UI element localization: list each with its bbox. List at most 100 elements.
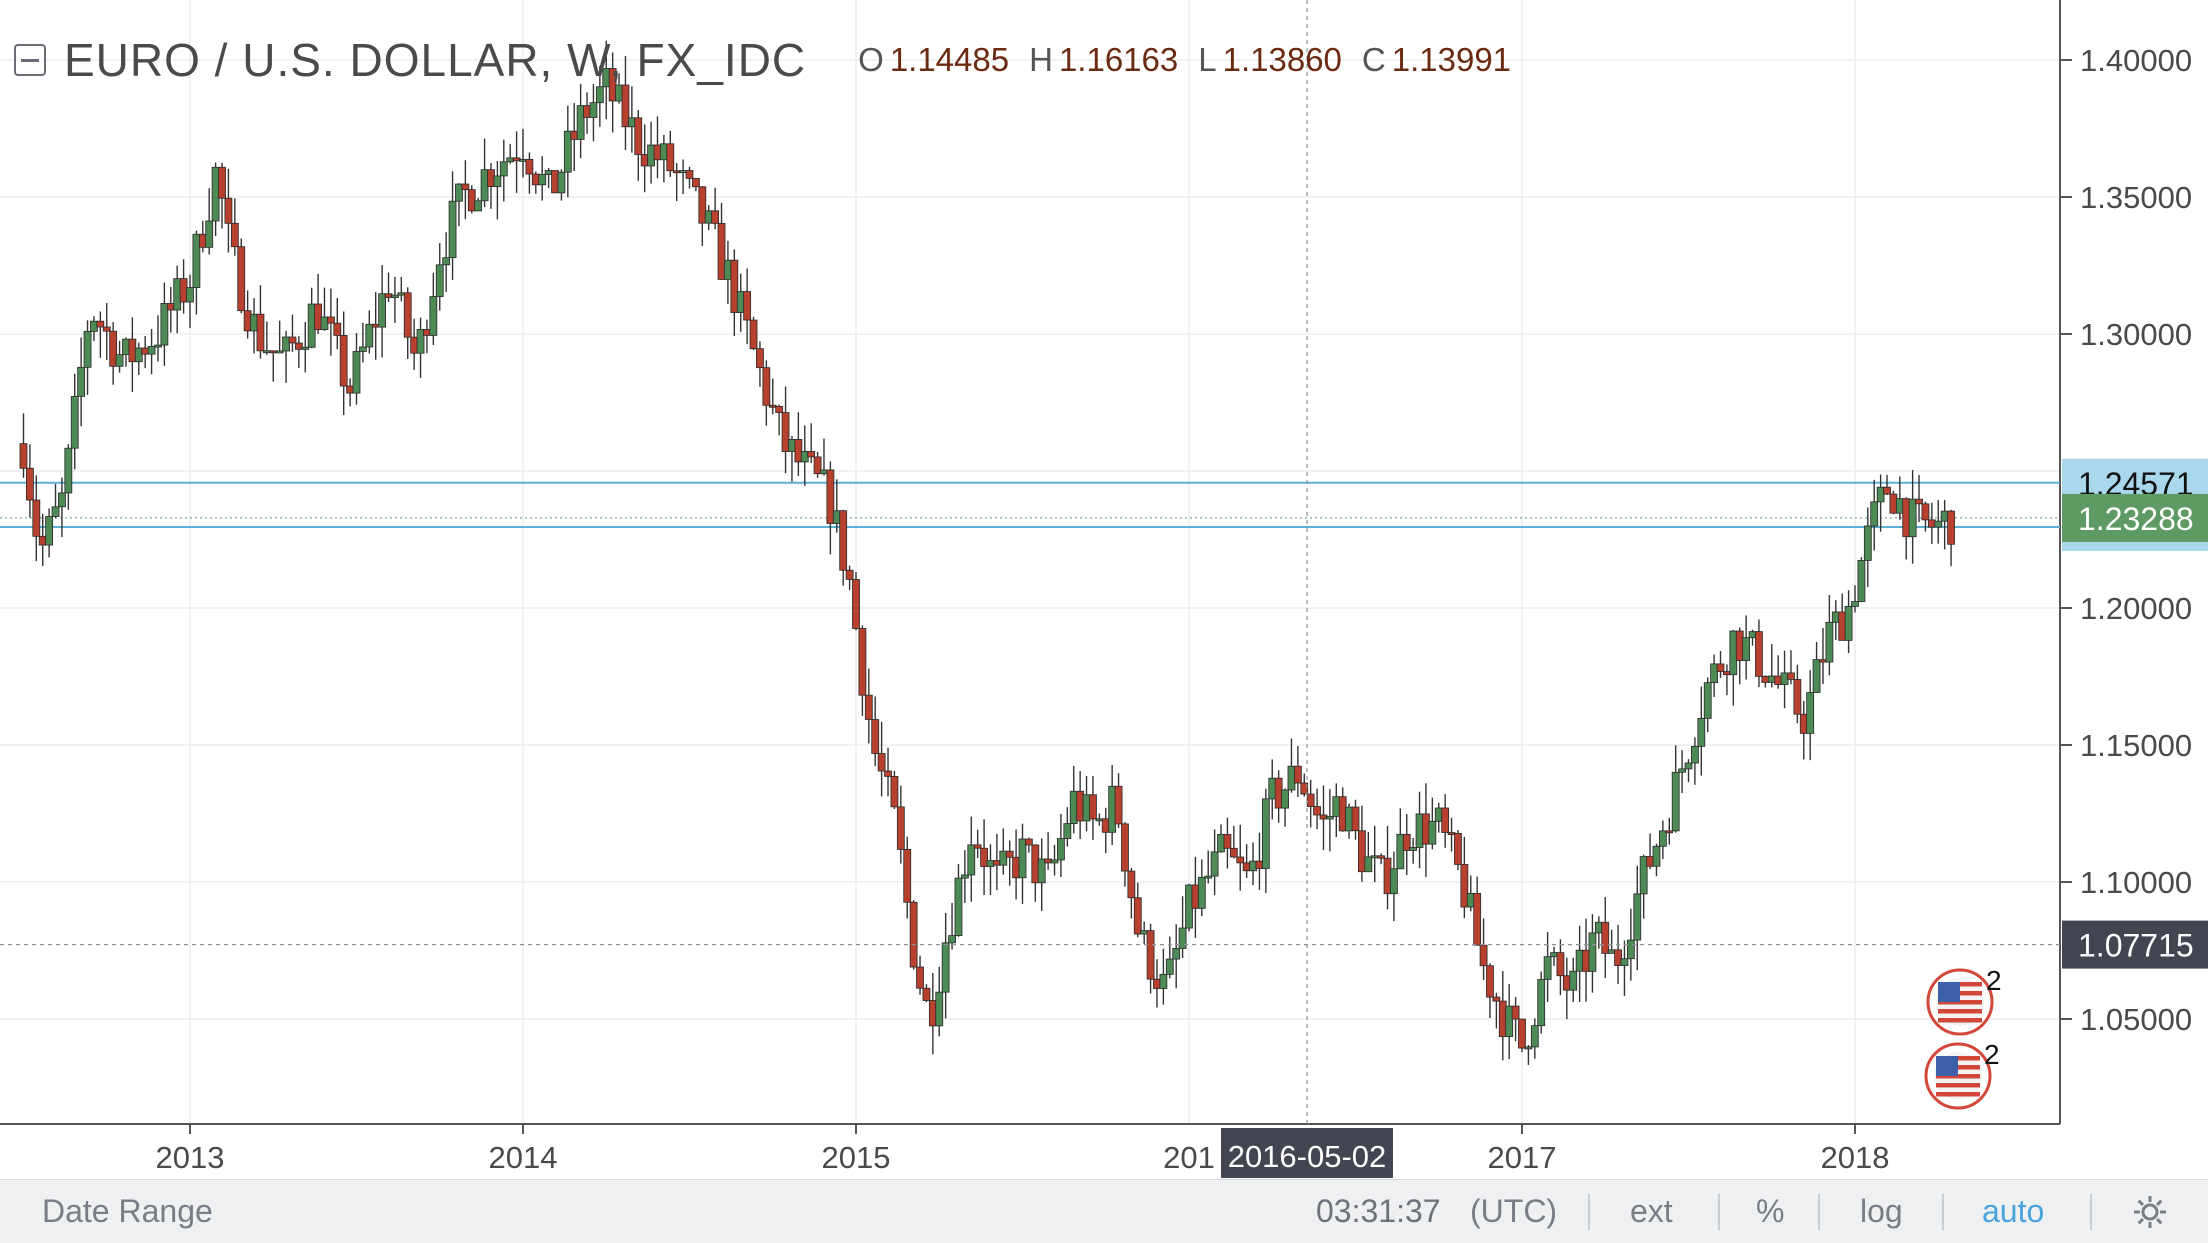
candle-body — [621, 84, 630, 128]
candle-body — [1614, 949, 1622, 966]
candle-body — [1735, 630, 1744, 661]
flag-canton — [1938, 982, 1960, 1002]
candle-body — [346, 385, 354, 394]
candle-body — [1332, 796, 1341, 817]
candle-body — [948, 935, 956, 944]
auto-toggle[interactable]: auto — [1982, 1193, 2045, 1229]
candle-body — [128, 338, 137, 363]
candle-body — [461, 183, 470, 191]
flag-stripe — [1938, 1009, 1982, 1014]
candle-body — [794, 439, 803, 463]
candle-body — [1313, 806, 1321, 816]
candle-body — [935, 991, 944, 1027]
candle-body — [1063, 823, 1072, 839]
candle-body — [1511, 1005, 1520, 1020]
candle-body — [877, 753, 886, 772]
candle-body — [1524, 1046, 1533, 1050]
high-key: H — [1029, 41, 1053, 78]
candle-body — [973, 844, 982, 849]
candle-body — [756, 348, 764, 369]
candle-body — [1825, 621, 1834, 663]
candle-body — [1133, 897, 1142, 935]
candle-body — [186, 287, 194, 303]
price-axis: 1.40000 1.35000 1.30000 1.20000 1.15000 1.100… — [2060, 43, 2208, 1037]
price-chart[interactable]: 1.40000 1.35000 1.30000 1.20000 1.15000 1.100… — [0, 0, 2208, 1180]
candle-body — [1223, 834, 1232, 849]
candle-body — [1377, 855, 1386, 859]
flag-stripe — [1936, 1074, 1980, 1079]
candle-body — [141, 347, 150, 355]
candle-body — [1908, 498, 1917, 538]
candle-body — [922, 987, 931, 1001]
x-tick-label: 2014 — [489, 1140, 558, 1175]
candle-body — [730, 259, 739, 313]
candle-body — [1697, 717, 1706, 747]
candle-body — [487, 169, 495, 188]
candle-body — [1473, 892, 1482, 946]
candle-body — [307, 303, 316, 348]
candle-body — [19, 443, 28, 469]
candle-body — [83, 330, 92, 368]
candle-body — [595, 86, 604, 104]
candle-body — [1422, 813, 1430, 845]
candle-body — [352, 351, 361, 394]
event-count: 2 — [1986, 965, 2002, 996]
candle-body — [724, 259, 732, 280]
candle-body — [544, 170, 553, 175]
candle-body — [1889, 493, 1898, 514]
candle-body — [90, 320, 98, 332]
candle-body — [1646, 856, 1654, 867]
us-flag-icon[interactable]: 2 — [1926, 965, 2002, 1036]
clock-timezone[interactable]: (UTC) — [1470, 1193, 1558, 1229]
candle-body — [326, 316, 335, 324]
candle-body — [992, 860, 1001, 866]
candle-body — [1345, 806, 1353, 832]
candle-body — [1415, 813, 1424, 848]
collapse-legend-button[interactable] — [14, 44, 46, 76]
candle-body — [391, 294, 399, 298]
candle-body — [243, 310, 252, 332]
candle-body — [1851, 601, 1859, 607]
candle-body — [192, 233, 201, 288]
candle-body — [1390, 868, 1398, 895]
candle-body — [493, 175, 502, 188]
candle-body — [1639, 856, 1648, 895]
symbol-title: EURO / U.S. DOLLAR, W, FX_IDC — [64, 34, 807, 86]
percent-toggle[interactable]: % — [1756, 1193, 1785, 1229]
gear-icon[interactable] — [2130, 1192, 2170, 1232]
candle-body — [1543, 956, 1552, 980]
candle-body — [506, 157, 515, 163]
candle-body — [1358, 830, 1366, 873]
candle-body — [1338, 796, 1347, 832]
candle-body — [1620, 958, 1629, 966]
y-tick-label: 1.40000 — [2080, 43, 2192, 78]
candle-body — [1383, 857, 1392, 895]
candle-body — [1236, 856, 1245, 864]
candle-body — [480, 169, 489, 202]
candle-body — [1863, 525, 1872, 561]
candle-body — [1441, 807, 1450, 833]
candle-body — [1819, 659, 1827, 663]
candle-body — [858, 628, 867, 696]
candle-body — [1934, 520, 1943, 528]
candle-body — [711, 210, 720, 224]
ext-toggle[interactable]: ext — [1630, 1193, 1673, 1229]
candle-body — [122, 338, 130, 356]
candle-body — [1319, 814, 1328, 820]
candle-body — [282, 336, 290, 352]
candle-body — [1607, 949, 1616, 954]
candle-body — [1127, 870, 1136, 899]
candle-body — [1633, 893, 1642, 941]
candle-body — [800, 451, 809, 463]
candle-body — [1518, 1018, 1526, 1049]
candle-body — [58, 492, 66, 508]
candle-body — [941, 942, 950, 993]
date-range-button[interactable]: Date Range — [42, 1193, 213, 1229]
us-flag-icon[interactable]: 2 — [1924, 1039, 2000, 1110]
candle-body — [38, 535, 47, 546]
candle-body — [653, 144, 662, 161]
candle-body — [1300, 782, 1309, 795]
event-count: 2 — [1984, 1039, 2000, 1070]
log-toggle[interactable]: log — [1860, 1193, 1903, 1229]
candle-body — [1012, 856, 1020, 879]
